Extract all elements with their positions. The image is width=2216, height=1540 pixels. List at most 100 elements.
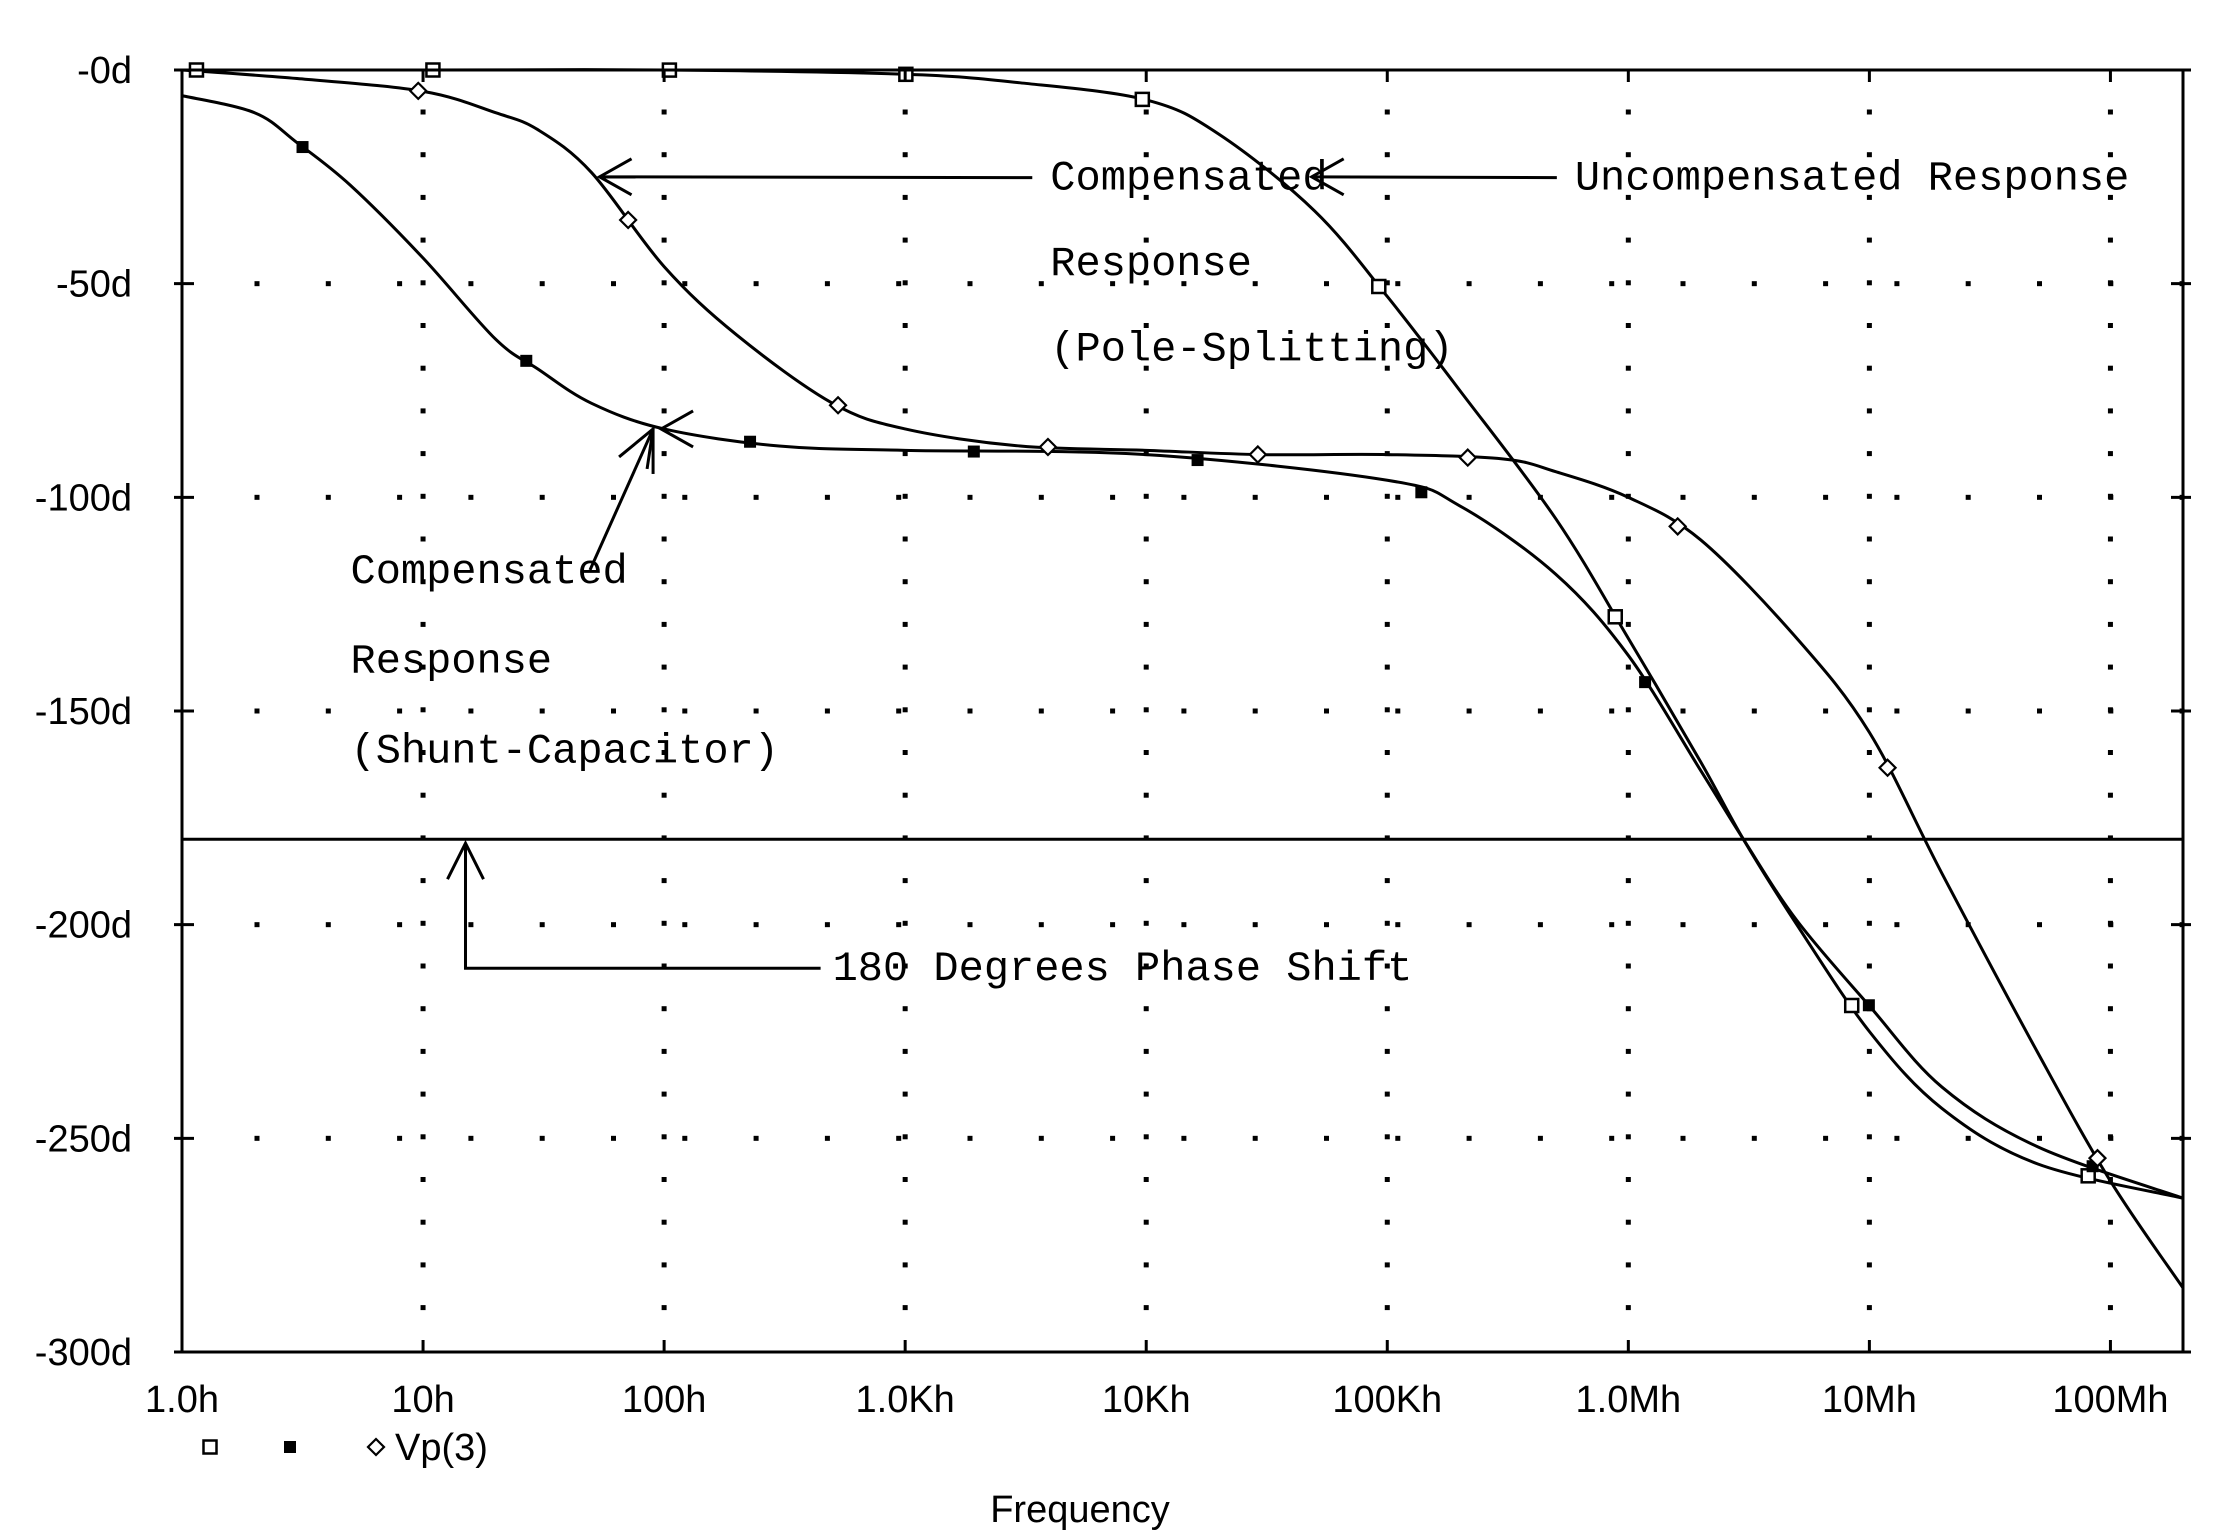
grid-dot	[420, 792, 426, 798]
grid-dot	[902, 152, 908, 158]
grid-dot	[2107, 579, 2113, 585]
diamond-marker	[1038, 437, 1058, 457]
grid-dot	[1384, 1177, 1390, 1182]
grid-dot	[2108, 494, 2114, 500]
grid-dot	[902, 963, 908, 969]
grid-dots	[254, 109, 2185, 1311]
grid-dot	[1866, 621, 1872, 627]
grid-dot	[1143, 664, 1149, 670]
grid-dot	[753, 1135, 759, 1141]
grid-dot	[1625, 1048, 1631, 1054]
grid-dot	[1143, 194, 1149, 200]
grid-dot	[661, 536, 667, 542]
x-tick-label: 10h	[391, 1379, 454, 1421]
grid-dot	[1181, 281, 1187, 287]
grid-dot	[1866, 323, 1872, 328]
grid-dot	[661, 237, 667, 243]
grid-dot	[661, 792, 667, 798]
grid-dot	[1866, 707, 1872, 713]
grid-dot	[661, 1006, 667, 1012]
grid-dot	[1894, 1135, 1900, 1141]
grid-dot	[1395, 494, 1401, 500]
grid-dot	[1965, 281, 1971, 287]
grid-dot	[1866, 237, 1872, 243]
grid-dot	[661, 621, 667, 627]
x-tick-label: 1.0Mh	[1576, 1379, 1682, 1421]
grid-dot	[824, 1135, 830, 1141]
grid-dot	[661, 1177, 667, 1182]
grid-dot	[539, 1135, 545, 1141]
grid-dot	[2107, 1091, 2113, 1097]
grid-dot	[1143, 323, 1149, 328]
grid-dot	[1625, 1305, 1631, 1311]
grid-dot	[967, 708, 973, 714]
grid-dot	[1143, 1048, 1149, 1054]
grid-dot	[2107, 408, 2113, 414]
diamond-marker	[1878, 758, 1898, 778]
grid-dot	[2107, 621, 2113, 627]
grid-dot	[420, 750, 426, 755]
grid-dot	[1143, 1305, 1149, 1311]
grid-dot	[1038, 494, 1044, 500]
arrow-head	[1308, 157, 1345, 197]
grid-dot	[1143, 1177, 1149, 1182]
grid-dot	[1143, 536, 1149, 542]
grid-dot	[896, 708, 902, 714]
grid-dot	[902, 1006, 908, 1012]
grid-dot	[1866, 536, 1872, 542]
grid-dot	[1625, 451, 1631, 457]
grid-dot	[1965, 708, 1971, 714]
series-curve	[181, 94, 2184, 1200]
grid-dot	[325, 922, 331, 928]
grid-dot	[1537, 922, 1543, 928]
filled-square-marker	[1415, 486, 1428, 499]
grid-dot	[1965, 1135, 1971, 1141]
grid-dot	[1680, 494, 1686, 500]
grid-dot	[1324, 494, 1329, 500]
grid-dot	[420, 1262, 426, 1268]
grid-dot	[1537, 708, 1543, 714]
grid-dot	[902, 1048, 908, 1054]
grid-dot	[2107, 1219, 2113, 1225]
grid-dot	[1110, 708, 1116, 714]
grid-dot	[896, 1135, 902, 1141]
grid-dot	[420, 451, 426, 457]
grid-dot	[902, 792, 908, 798]
y-tick-label: -0d	[77, 50, 132, 92]
grid-dot	[1609, 494, 1615, 500]
grid-dot	[2107, 878, 2113, 884]
grid-dot	[1384, 109, 1390, 115]
grid-dot	[2108, 922, 2114, 928]
grid-dot	[1625, 1262, 1631, 1268]
grid-dot	[1324, 1135, 1329, 1141]
grid-dot	[2107, 750, 2113, 755]
grid-dot	[1466, 281, 1472, 287]
grid-dot	[824, 708, 830, 714]
grid-dot	[902, 493, 908, 499]
grid-dot	[1625, 109, 1631, 115]
annotation-text: (Shunt-Capacitor)	[350, 727, 778, 775]
annotation-arrow	[588, 428, 655, 571]
grid-dot	[1866, 664, 1872, 670]
grid-dot	[1143, 750, 1149, 755]
diamond-marker	[2087, 1148, 2108, 1168]
y-tick-label: -50d	[56, 264, 132, 306]
grid-dot	[1143, 1134, 1149, 1140]
grid-dot	[1384, 621, 1390, 627]
annotation-text: 180 Degrees Phase Shift	[833, 945, 1413, 993]
grid-dot	[2037, 1135, 2042, 1141]
grid-dot	[2107, 664, 2113, 670]
grid-dot	[661, 152, 667, 158]
grid-dot	[1866, 750, 1872, 755]
grid-dot	[420, 1305, 426, 1311]
grid-dot	[420, 152, 426, 158]
grid-dot	[1384, 493, 1390, 499]
grid-dot	[1384, 1305, 1390, 1311]
grid-dot	[1395, 708, 1401, 714]
grid-dot	[254, 708, 260, 714]
grid-dot	[1680, 922, 1686, 928]
grid-dot	[1866, 579, 1872, 585]
grid-dot	[1384, 750, 1390, 755]
grid-dot	[539, 708, 545, 714]
grid-dot	[902, 1219, 908, 1225]
